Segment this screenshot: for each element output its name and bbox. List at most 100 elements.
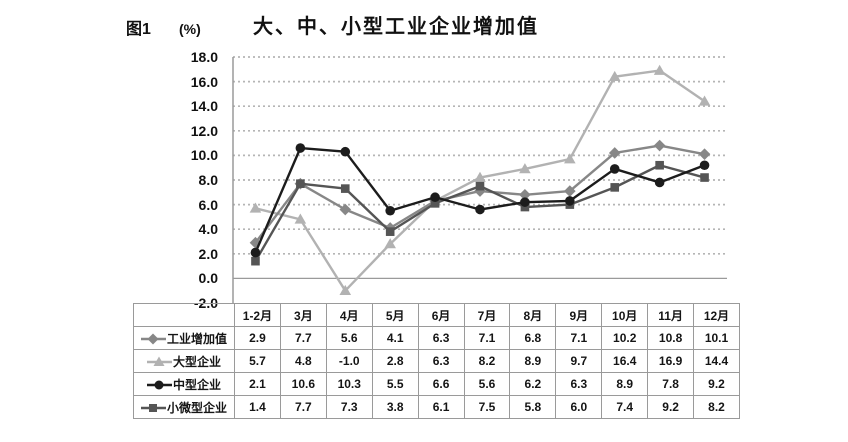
value-cell: 6.8: [509, 326, 557, 350]
circle-marker-icon: [609, 164, 620, 174]
triangle-marker-icon: [653, 64, 666, 75]
value-cell: 7.5: [463, 395, 511, 419]
value-cell: 6.3: [417, 349, 465, 373]
triangle-marker-icon: [698, 95, 711, 106]
value-cell: 6.1: [417, 395, 465, 419]
series-name-label: 小微型企业: [166, 400, 227, 415]
value-cell: 16.4: [601, 349, 649, 373]
value-cell: 5.7: [234, 349, 281, 373]
square-marker-icon: [430, 199, 440, 208]
figure-label: 图1: [126, 21, 151, 38]
diamond-marker-icon: [698, 148, 711, 160]
value-cell: 6.0: [555, 395, 603, 419]
chart-title: 大、中、小型工业企业增加值: [253, 16, 539, 38]
value-cell: 1.4: [234, 395, 281, 419]
value-cell: 7.8: [647, 372, 695, 396]
value-cell: 8.2: [463, 349, 511, 373]
value-cell: 5.5: [371, 372, 419, 396]
circle-marker-icon: [295, 143, 306, 153]
triangle-marker-icon: [474, 171, 486, 182]
value-cell: 10.1: [693, 326, 740, 350]
square-marker-icon: [655, 160, 664, 170]
series-name-label: 中型企业: [172, 377, 221, 392]
legend-cell: 中型企业: [133, 372, 235, 396]
table-row: 中型企业 2.1 10.6 10.3 5.5 6.6 5.6 6.2 6.3 8.9 7.8 9.2: [133, 372, 740, 396]
y-tick-label: 2.0: [198, 245, 218, 262]
diamond-marker-icon: [608, 147, 621, 159]
square-marker-icon: [475, 181, 485, 191]
triangle-marker-icon: [519, 163, 531, 174]
square-legend-marker-icon: [140, 403, 166, 412]
value-cell: 7.4: [601, 395, 649, 419]
table-row: 小微型企业 1.4 7.7 7.3 3.8 6.1 7.5 5.8 6.0 7.4 9.2 8.2: [133, 395, 740, 419]
circle-marker-icon: [430, 192, 440, 203]
diamond-marker-icon: [249, 236, 262, 249]
value-cell: 2.8: [371, 349, 419, 373]
value-cell: 5.6: [325, 326, 373, 350]
triangle-marker-icon: [564, 153, 576, 164]
value-cell: 8.2: [693, 395, 740, 419]
y-tick-label: 0.0: [198, 270, 218, 287]
y-axis-unit-label: (%): [179, 21, 201, 37]
y-tick-label: 16.0: [190, 73, 218, 90]
value-cell: 6.6: [417, 372, 465, 396]
square-marker-icon: [340, 184, 350, 193]
value-cell: 14.4: [693, 349, 740, 373]
series-name-label: 大型企业: [172, 354, 221, 369]
value-cell: 5.8: [509, 395, 557, 419]
value-cell: 7.7: [279, 326, 327, 350]
square-marker-icon: [148, 403, 157, 412]
value-cell: 3.8: [371, 395, 419, 419]
value-cell: 6.2: [509, 372, 557, 396]
value-cell: 2.9: [234, 326, 281, 350]
y-tick-label: 12.0: [190, 122, 218, 139]
month-header-cell: 8月: [509, 303, 557, 327]
triangle-marker-icon: [249, 202, 262, 213]
value-cell: 10.2: [601, 326, 649, 350]
month-header-cell: 5月: [371, 303, 419, 327]
value-cell: 10.3: [325, 372, 373, 396]
triangle-marker-icon: [608, 70, 621, 81]
value-cell: 9.2: [693, 372, 740, 396]
value-cell: 5.6: [463, 372, 511, 396]
circle-marker-icon: [520, 197, 530, 207]
circle-legend-marker-icon: [146, 380, 172, 389]
month-header-cell: 12月: [693, 303, 740, 327]
month-header-cell: 7月: [463, 303, 511, 327]
month-header-cell: 3月: [279, 303, 327, 327]
data-table: 1-2月 3月 4月 5月 6月 7月 8月 9月 10月 11月 12月 工业增加值 2.9 7.7 5.…: [133, 303, 740, 419]
triangle-marker-icon: [384, 238, 396, 249]
table-row: 大型企业 5.7 4.8 -1.0 2.8 6.3 8.2 8.9 9.7 16.4 16.9 14.…: [133, 349, 740, 373]
value-cell: 16.9: [647, 349, 695, 373]
value-cell: 2.1: [234, 372, 281, 396]
value-cell: 8.9: [601, 372, 649, 396]
value-cell: -1.0: [325, 349, 373, 373]
value-cell: 7.7: [279, 395, 327, 419]
month-header-cell: 9月: [555, 303, 603, 327]
value-cell: 8.9: [509, 349, 557, 373]
square-marker-icon: [520, 202, 530, 212]
diamond-legend-marker-icon: [140, 333, 166, 344]
circle-marker-icon: [340, 146, 351, 157]
square-marker-icon: [610, 183, 620, 192]
series-line: [254, 146, 705, 254]
triangle-marker-icon: [339, 284, 352, 295]
circle-marker-icon: [565, 196, 575, 206]
month-header-cell: 1-2月: [234, 303, 281, 327]
circle-marker-icon: [385, 205, 395, 216]
legend-cell: 工业增加值: [133, 326, 235, 350]
month-header-cell: 6月: [417, 303, 465, 327]
triangle-marker-icon: [294, 213, 307, 224]
square-marker-icon: [700, 173, 709, 182]
square-marker-icon: [385, 227, 395, 236]
table-corner-empty-cell: [133, 303, 235, 327]
circle-marker-icon: [250, 247, 261, 258]
y-tick-label: 10.0: [190, 147, 218, 164]
value-cell: 7.1: [463, 326, 511, 350]
diamond-marker-icon: [474, 185, 486, 197]
value-cell: 10.6: [279, 372, 327, 396]
value-cell: 4.1: [371, 326, 419, 350]
table-row: 工业增加值 2.9 7.7 5.6 4.1 6.3 7.1 6.8 7.1 10.2 10.8 10.…: [133, 326, 740, 350]
square-marker-icon: [251, 256, 260, 266]
